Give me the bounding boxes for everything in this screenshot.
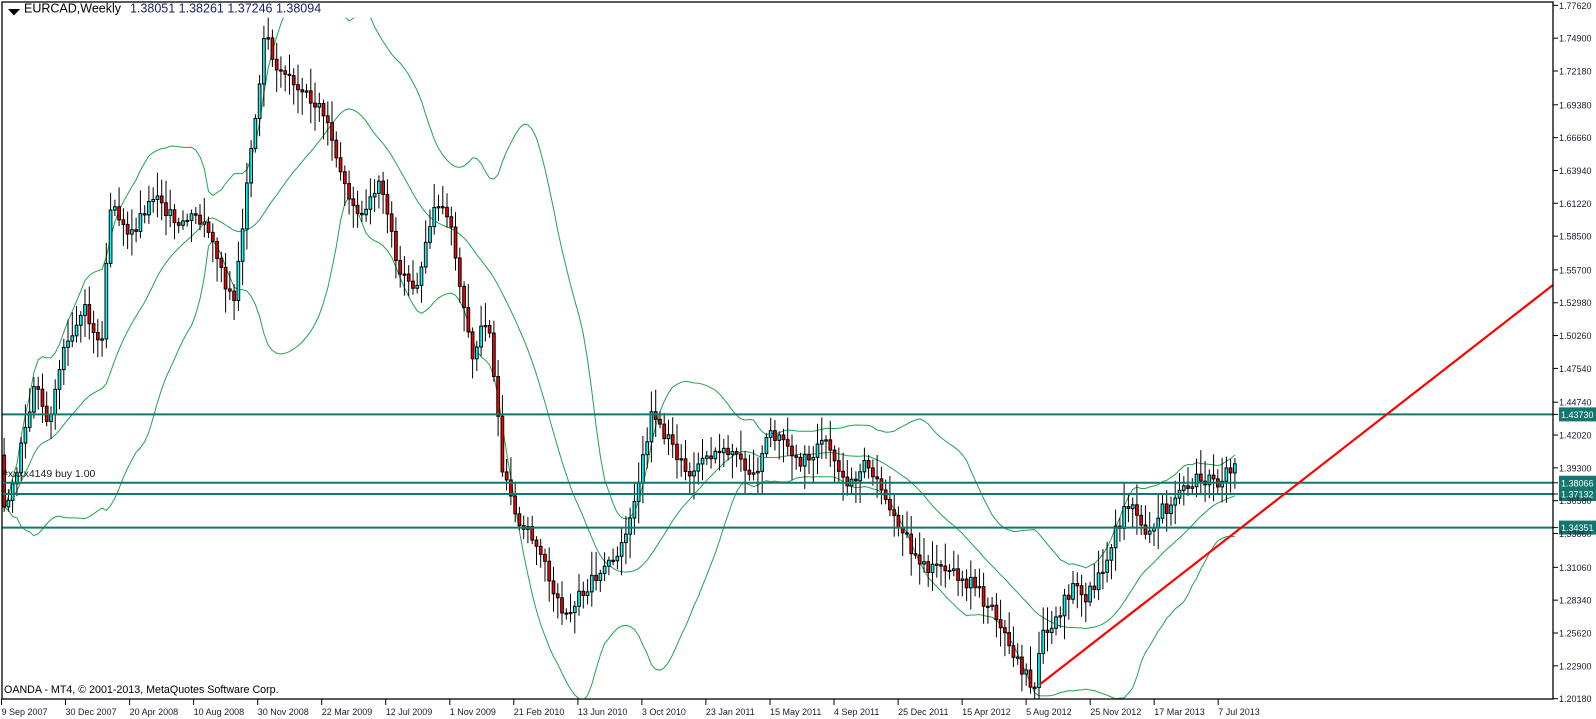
svg-text:1.77620: 1.77620 [1559, 1, 1592, 11]
svg-text:21 Feb 2010: 21 Feb 2010 [514, 707, 565, 717]
svg-text:10 Aug 2008: 10 Aug 2008 [194, 707, 245, 717]
svg-text:1.66660: 1.66660 [1559, 133, 1592, 143]
svg-text:1.61220: 1.61220 [1559, 199, 1592, 209]
svg-text:EURCAD,Weekly: EURCAD,Weekly [24, 2, 122, 16]
svg-text:30 Dec 2007: 30 Dec 2007 [66, 707, 117, 717]
svg-text:1.22900: 1.22900 [1559, 661, 1592, 671]
svg-text:5 Aug 2012: 5 Aug 2012 [1026, 707, 1072, 717]
svg-text:30 Nov 2008: 30 Nov 2008 [258, 707, 309, 717]
svg-text:22 Mar 2009: 22 Mar 2009 [322, 707, 373, 717]
svg-text:7 Jul 2013: 7 Jul 2013 [1218, 707, 1260, 717]
svg-text:1 Nov 2009: 1 Nov 2009 [450, 707, 496, 717]
svg-text:1.47540: 1.47540 [1559, 364, 1592, 374]
svg-text:3 Oct 2010: 3 Oct 2010 [642, 707, 686, 717]
svg-text:1.74900: 1.74900 [1559, 34, 1592, 44]
svg-text:1.25620: 1.25620 [1559, 628, 1592, 638]
svg-text:1.55700: 1.55700 [1559, 265, 1592, 275]
svg-text:20 Apr 2008: 20 Apr 2008 [130, 707, 179, 717]
svg-text:25 Dec 2011: 25 Dec 2011 [898, 707, 948, 717]
svg-text:23 Jan 2011: 23 Jan 2011 [706, 707, 755, 717]
svg-text:1.42020: 1.42020 [1559, 431, 1592, 441]
svg-text:1.20180: 1.20180 [1559, 694, 1592, 704]
svg-text:1.69380: 1.69380 [1559, 100, 1592, 110]
svg-text:OANDA - MT4, © 2001-2013, Meta: OANDA - MT4, © 2001-2013, MetaQuotes Sof… [4, 684, 279, 696]
svg-text:1.38066: 1.38066 [1561, 478, 1594, 488]
svg-text:1.52980: 1.52980 [1559, 298, 1592, 308]
svg-text:4 Sep 2011: 4 Sep 2011 [834, 707, 879, 717]
svg-text:1.44740: 1.44740 [1559, 398, 1592, 408]
svg-text:1.50260: 1.50260 [1559, 331, 1592, 341]
svg-text:1.39300: 1.39300 [1559, 463, 1592, 473]
svg-text:1.28340: 1.28340 [1559, 596, 1592, 606]
svg-text:15 May 2011: 15 May 2011 [770, 707, 821, 717]
svg-text:1.43730: 1.43730 [1561, 410, 1594, 420]
svg-text:25 Nov 2012: 25 Nov 2012 [1090, 707, 1141, 717]
svg-text:1.63940: 1.63940 [1559, 166, 1592, 176]
svg-text:12 Jul 2009: 12 Jul 2009 [386, 707, 433, 717]
svg-text:9 Sep 2007: 9 Sep 2007 [2, 707, 48, 717]
svg-text:1.36580: 1.36580 [1559, 496, 1592, 506]
svg-text:15 Apr 2012: 15 Apr 2012 [962, 707, 1011, 717]
svg-text:1.58500: 1.58500 [1559, 232, 1592, 242]
svg-text:1.31060: 1.31060 [1559, 563, 1592, 573]
svg-text:1.72180: 1.72180 [1559, 67, 1592, 77]
svg-text:1.33860: 1.33860 [1559, 529, 1592, 539]
svg-text:13 Jun 2010: 13 Jun 2010 [578, 707, 628, 717]
svg-text:17 Mar 2013: 17 Mar 2013 [1154, 707, 1205, 717]
svg-text:#xxxx4149 buy 1.00: #xxxx4149 buy 1.00 [2, 468, 96, 480]
svg-text:1.38051 1.38261 1.37246 1.3809: 1.38051 1.38261 1.37246 1.38094 [130, 2, 321, 16]
